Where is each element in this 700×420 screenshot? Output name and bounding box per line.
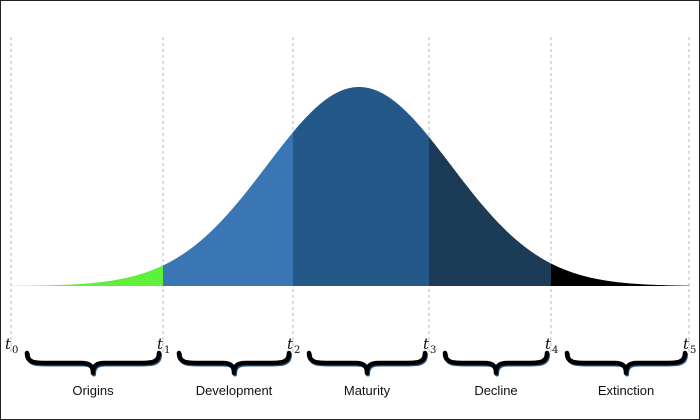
time-label-base: t bbox=[683, 335, 690, 353]
time-label-subscript: 3 bbox=[430, 345, 436, 356]
time-label-base: t bbox=[423, 335, 430, 353]
time-label-base: t bbox=[5, 335, 12, 353]
brace-extinction bbox=[564, 350, 688, 376]
time-label-subscript: 2 bbox=[294, 345, 300, 356]
phase-label-development: Development bbox=[196, 383, 273, 398]
phase-label-extinction: Extinction bbox=[598, 383, 654, 398]
time-label-base: t bbox=[545, 335, 552, 353]
area-development bbox=[163, 132, 293, 286]
phase-label-origins: Origins bbox=[72, 383, 114, 398]
brace-development bbox=[176, 350, 292, 376]
time-label-base: t bbox=[287, 335, 294, 353]
brace-origins bbox=[24, 350, 162, 376]
brace-decline bbox=[442, 350, 550, 376]
time-label-base: t bbox=[157, 335, 164, 353]
time-label-subscript: 0 bbox=[12, 345, 18, 356]
time-label-subscript: 4 bbox=[552, 345, 558, 356]
time-label-subscript: 5 bbox=[690, 345, 696, 356]
area-extinction bbox=[551, 263, 689, 286]
time-label-subscript: 1 bbox=[164, 345, 170, 356]
phase-labels: Origins Development Maturity Decline Extinct… bbox=[72, 383, 654, 398]
area-origins bbox=[11, 265, 163, 286]
brace-maturity bbox=[306, 350, 428, 376]
area-maturity bbox=[293, 87, 429, 286]
phase-areas bbox=[11, 87, 689, 286]
phase-label-decline: Decline bbox=[474, 383, 517, 398]
phase-label-maturity: Maturity bbox=[344, 383, 391, 398]
phase-braces bbox=[24, 350, 688, 377]
area-decline bbox=[429, 137, 551, 286]
